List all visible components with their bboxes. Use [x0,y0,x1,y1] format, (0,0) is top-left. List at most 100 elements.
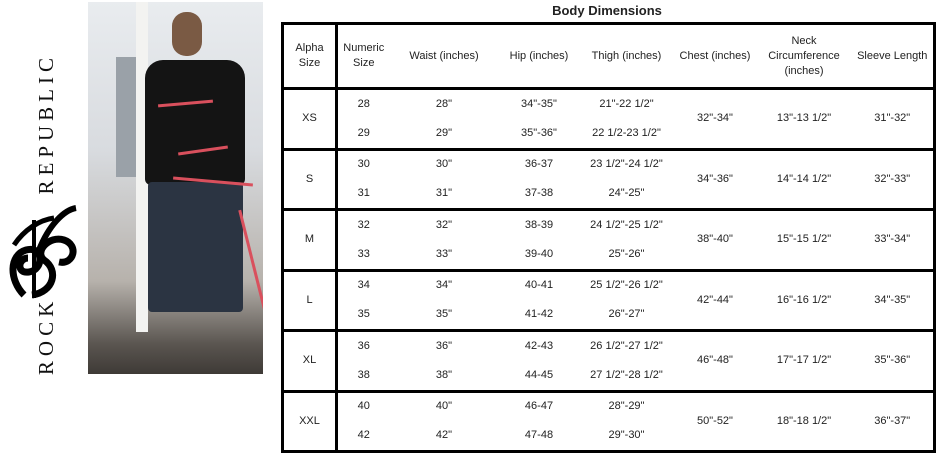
table-row: 31 31" 37-38 24"-25" [283,179,935,209]
table-row: 35 35" 41-42 26"-27" [283,300,935,330]
numeric-size-cell: 42 [357,429,370,442]
sleeve-cell: 36"-37" [851,389,935,452]
size-chart-table: Alpha Size Numeric Size Waist (inches) Hip … [281,22,936,453]
table-row: XXL 40 40" 46-47 28"-29" 50"-52" 18"-18 1/2" 36… [282,389,935,452]
brand-logo: ROCK REPUBLIC [0,0,86,459]
waist-cell: 31" [435,187,453,200]
sleeve-cell: 32"-33" [851,147,935,210]
hip-cell: 38-39 [498,207,580,240]
chest-cell: 42"-44" [673,268,757,331]
table-row: 42 42" 47-48 29"-30" [283,421,935,451]
hip-cell: 46-47 [498,389,580,422]
waist-cell: 28" [435,97,453,110]
thigh-cell: 26"-27" [608,308,645,321]
numeric-size-cell: 36 [336,328,390,361]
sleeve-cell: 31"-32" [874,112,911,125]
model-photo [88,2,263,374]
hip-cell: 44-45 [524,368,554,381]
thigh-cell: 29"-30" [608,429,645,442]
table-row: XS 28 28" 34"-35" 21"-22 1/2" 32"-34" 13"-13 1… [282,88,935,149]
photo-model-head [172,12,202,56]
column-header: Hip (inches) [498,23,580,90]
chest-cell: 38"-40" [673,208,757,270]
waist-cell: 34" [389,268,499,301]
numeric-size-cell: 34 [336,268,390,301]
numeric-size-cell: 29 [357,126,370,139]
chest-cell: 34"-36" [673,147,757,210]
thigh-cell: 25 1/2"-26 1/2" [579,268,674,301]
alpha-size-cell: S [282,147,338,210]
alpha-size-cell: L [282,268,338,331]
waist-cell: 32" [389,207,499,240]
brand-monogram [9,205,77,299]
column-header: Numeric Size [336,23,390,90]
numeric-size-cell: 28 [357,97,370,110]
hip-cell: 47-48 [524,429,554,442]
waist-cell: 36" [389,328,499,361]
thigh-cell: 25"-26" [608,247,645,260]
column-header: Waist (inches) [389,23,499,90]
sleeve-cell: 34"-35" [851,268,935,331]
table-row: M 32 32" 38-39 24 1/2"-25 1/2" 38"-40" 15"-15 … [282,207,935,270]
brand-name: ROCK REPUBLIC [34,52,58,375]
hip-cell: 42-43 [498,328,580,361]
waist-cell: 33" [435,247,453,260]
table-row: XL 36 36" 42-43 26 1/2"-27 1/2" 46"-48" 17"-17… [282,328,935,391]
thigh-cell: 27 1/2"-28 1/2" [590,368,663,381]
thigh-cell: 24"-25" [608,187,645,200]
column-header: Chest (inches) [673,23,757,90]
thigh-cell: 23 1/2"-24 1/2" [579,147,674,180]
table-title: Body Dimensions [552,3,662,18]
waist-cell: 40" [389,389,499,422]
chest-cell: 32"-34" [697,112,733,125]
neck-cell: 14"-14 1/2" [756,147,852,210]
waist-cell: 35" [435,308,453,321]
table-row: 29 29" 35"-36" 22 1/2-23 1/2" [283,119,935,149]
neck-cell: 17"-17 1/2" [756,329,852,391]
column-header: Alpha Size [282,23,338,90]
chest-cell: 50"-52" [673,389,757,452]
header-row: Alpha Size Numeric Size Waist (inches) Hip … [282,23,935,90]
waist-cell: 38" [435,368,453,381]
numeric-size-cell: 35 [357,308,370,321]
alpha-size-cell: XS [282,88,338,149]
numeric-size-cell: 38 [357,368,370,381]
alpha-size-cell: XXL [282,389,338,452]
neck-cell: 15"-15 1/2" [756,208,852,270]
photo-building [116,57,138,177]
alpha-size-cell: M [282,208,338,270]
photo-model-shirt [145,60,245,185]
chest-cell: 46"-48" [673,329,757,391]
waist-cell: 29" [435,126,453,139]
numeric-size-cell: 31 [357,187,370,200]
sleeve-cell: 35"-36" [851,329,935,391]
table-row: L 34 34" 40-41 25 1/2"-26 1/2" 42"-44" 16"-16 … [282,268,935,331]
neck-cell: 13"-13 1/2" [776,112,832,125]
thigh-cell: 28"-29" [579,389,674,422]
hip-cell: 37-38 [524,187,554,200]
thigh-cell: 24 1/2"-25 1/2" [579,207,674,240]
table-row: 38 38" 44-45 27 1/2"-28 1/2" [283,361,935,391]
alpha-size-cell: XL [282,329,338,391]
numeric-size-cell: 32 [336,207,390,240]
sleeve-cell: 33"-34" [851,208,935,270]
hip-cell: 39-40 [524,247,554,260]
table-row: S 30 30" 36-37 23 1/2"-24 1/2" 34"-36" 14"-14 … [282,147,935,210]
numeric-size-cell: 33 [357,247,370,260]
numeric-size-cell: 40 [336,389,390,422]
table-row: 33 33" 39-40 25"-26" [283,240,935,270]
thigh-cell: 22 1/2-23 1/2" [592,126,661,139]
neck-cell: 18"-18 1/2" [756,389,852,452]
hip-cell: 41-42 [524,308,554,321]
column-header: Sleeve Length [851,23,935,90]
thigh-cell: 26 1/2"-27 1/2" [579,328,674,361]
hip-cell: 36-37 [498,147,580,180]
neck-cell: 16"-16 1/2" [756,268,852,331]
column-header: Thigh (inches) [579,23,674,90]
photo-model-jeans [148,182,243,312]
numeric-size-cell: 30 [336,147,390,180]
hip-cell: 34"-35" [521,97,557,110]
column-header: Neck Circumference (inches) [756,23,852,90]
waist-cell: 30" [389,147,499,180]
hip-cell: 40-41 [498,268,580,301]
